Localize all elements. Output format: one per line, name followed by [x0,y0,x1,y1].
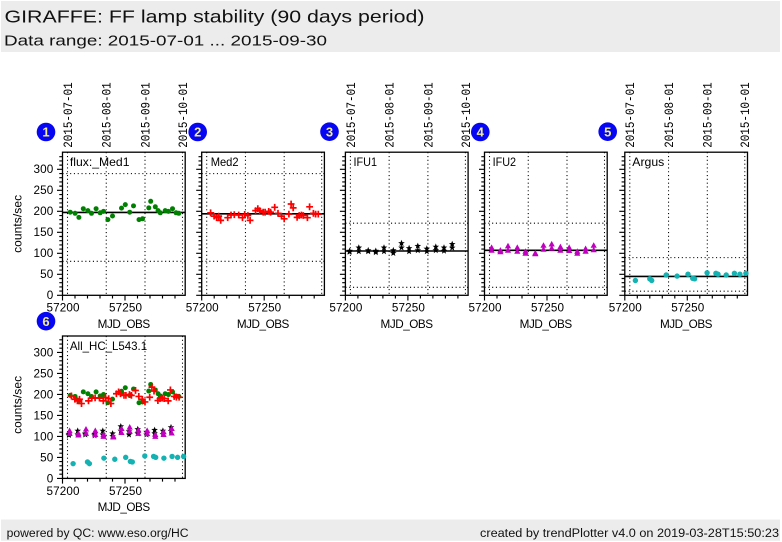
svg-text:250: 250 [34,367,54,380]
svg-text:6: 6 [42,314,49,329]
svg-text:4: 4 [477,125,485,140]
svg-text:57250: 57250 [109,302,142,315]
svg-text:250: 250 [34,184,54,197]
svg-text:57200: 57200 [47,485,80,498]
svg-text:MJD_OBS: MJD_OBS [381,318,434,331]
svg-text:counts/sec: counts/sec [11,376,25,434]
svg-text:Med2: Med2 [211,155,239,169]
svg-text:MJD_OBS: MJD_OBS [520,318,573,331]
svg-text:MJD_OBS: MJD_OBS [98,318,151,331]
svg-text:57200: 57200 [329,302,362,315]
svg-text:1: 1 [42,125,49,140]
svg-text:IFU1: IFU1 [354,155,378,169]
svg-text:3: 3 [326,124,333,139]
svg-text:2015-08-01: 2015-08-01 [663,82,677,148]
svg-text:2015-10-01: 2015-10-01 [177,82,191,148]
svg-text:0: 0 [47,289,54,302]
svg-text:200: 200 [34,205,54,218]
svg-text:57250: 57250 [671,302,704,315]
svg-text:2015-09-01: 2015-09-01 [702,82,716,148]
svg-text:57200: 57200 [469,302,502,315]
svg-text:powered by QC: www.eso.org/HC: powered by QC: www.eso.org/HC [7,526,189,540]
svg-text:300: 300 [34,346,54,359]
svg-text:2015-10-01: 2015-10-01 [460,82,474,148]
svg-text:150: 150 [34,409,54,422]
svg-text:5: 5 [604,124,611,139]
svg-text:2: 2 [194,125,201,140]
svg-text:flux:_Med1: flux:_Med1 [70,155,130,169]
svg-text:300: 300 [34,163,54,176]
svg-text:2015-10-01: 2015-10-01 [739,82,753,148]
svg-text:57250: 57250 [392,302,425,315]
svg-text:Data range: 2015-07-01 ... 201: Data range: 2015-07-01 ... 2015-09-30 [4,33,327,50]
svg-text:2015-08-01: 2015-08-01 [101,82,115,147]
svg-text:2015-07-01: 2015-07-01 [624,82,638,148]
svg-text:2015-07-01: 2015-07-01 [345,82,359,148]
svg-text:50: 50 [40,268,54,281]
svg-text:50: 50 [40,451,54,464]
svg-text:2015-08-01: 2015-08-01 [384,82,398,148]
svg-text:150: 150 [34,226,54,239]
svg-text:0: 0 [47,472,54,485]
svg-text:Argus: Argus [632,155,664,169]
svg-text:100: 100 [34,430,54,443]
svg-text:All_HC_L543.1: All_HC_L543.1 [70,339,148,353]
svg-text:57200: 57200 [47,302,80,315]
svg-text:MJD_OBS: MJD_OBS [237,318,290,331]
svg-text:57250: 57250 [531,302,564,315]
svg-text:GIRAFFE: FF lamp stability (90: GIRAFFE: FF lamp stability (90 days peri… [5,7,425,27]
svg-text:100: 100 [34,247,54,260]
svg-text:MJD_OBS: MJD_OBS [98,501,151,514]
svg-text:2015-09-01: 2015-09-01 [422,82,436,148]
svg-text:200: 200 [34,388,54,401]
svg-text:57250: 57250 [109,485,142,498]
svg-text:57250: 57250 [248,302,281,315]
svg-text:counts/sec: counts/sec [11,195,25,253]
svg-text:2015-09-01: 2015-09-01 [139,82,153,148]
svg-text:created by trendPlotter v4.0 o: created by trendPlotter v4.0 on 2019-03-… [480,526,779,540]
svg-text:57200: 57200 [186,302,219,315]
svg-text:57200: 57200 [609,302,642,315]
svg-text:MJD_OBS: MJD_OBS [660,318,713,331]
svg-text:IFU2: IFU2 [493,155,517,169]
svg-text:2015-07-01: 2015-07-01 [62,82,76,147]
